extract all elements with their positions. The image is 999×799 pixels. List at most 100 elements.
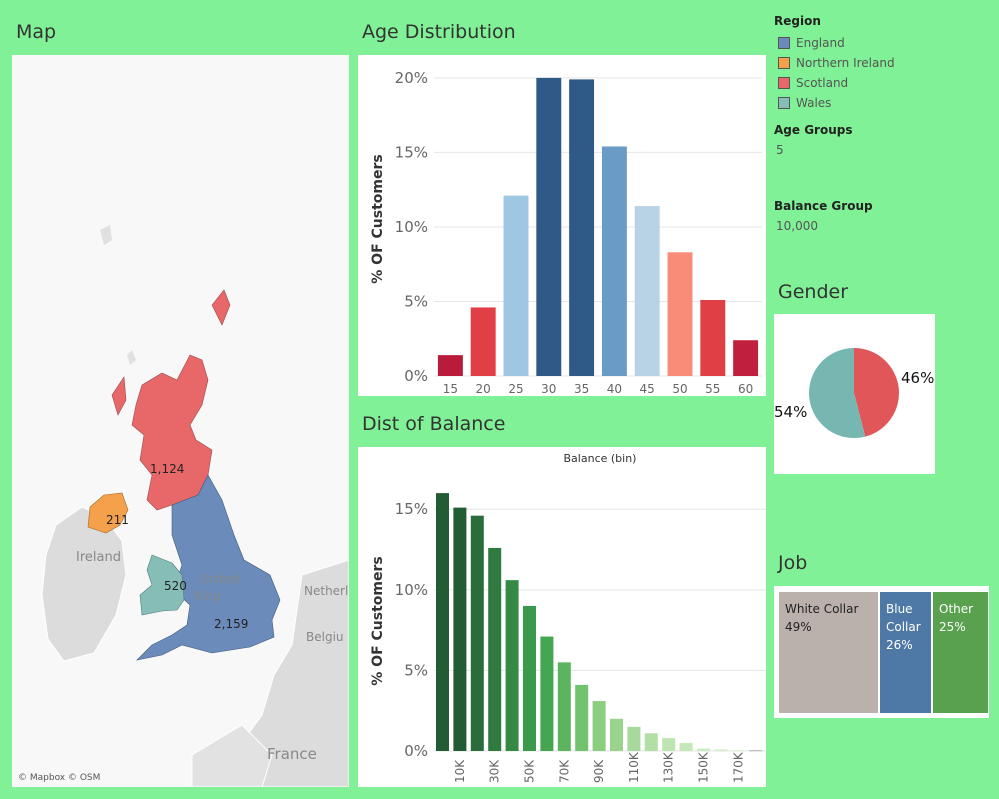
job-cell-percent: 25% (939, 620, 966, 634)
y-tick-label: 15% (395, 500, 428, 518)
job-cell-blue-collar[interactable]: Blue Collar 26% (880, 592, 931, 713)
job-cell-white-collar[interactable]: White Collar 49% (779, 592, 878, 713)
x-tick-label: 70K (557, 759, 571, 783)
age-groups-parameter[interactable]: Age Groups 5 (774, 123, 852, 157)
balance-bar-70K[interactable] (557, 662, 571, 751)
age-distribution-title: Age Distribution (362, 21, 516, 43)
x-tick-label: 35 (574, 382, 589, 396)
legend-item-wales[interactable]: Wales (774, 93, 994, 113)
balance-bar-40K[interactable] (505, 580, 519, 751)
y-tick-label: 15% (395, 143, 428, 161)
age-chart-panel[interactable]: 0% 5% 10% 15% 20% % OF Customers 15 20 25 30 35 40 4… (358, 55, 766, 396)
balance-bar-10K[interactable] (453, 507, 467, 751)
legend-item-northern-ireland[interactable]: Northern Ireland (774, 53, 994, 73)
age-groups-value[interactable]: 5 (776, 143, 784, 157)
x-tick-label: 25 (508, 382, 523, 396)
job-cell-percent: 49% (785, 620, 812, 634)
balance-distribution-chart[interactable]: Balance (bin) 0% 5% 10% 15% % OF Customers 10K… (358, 447, 766, 787)
balance-group-parameter[interactable]: Balance Group 10,000 (774, 199, 873, 233)
legend-item-scotland[interactable]: Scotland (774, 73, 994, 93)
x-tick-label: 30K (488, 759, 502, 783)
job-cell-percent: 26% (886, 638, 913, 652)
age-bar-15[interactable] (437, 355, 463, 376)
map-attribution: © Mapbox © OSM (18, 773, 100, 783)
age-bar-30[interactable] (536, 77, 562, 377)
x-tick-label: 170K (731, 751, 745, 783)
balance-bar-20K[interactable] (470, 515, 484, 751)
y-tick-label: 0% (404, 742, 428, 760)
x-tick-label: 60 (738, 382, 753, 396)
france-label: France (267, 745, 317, 763)
age-distribution-chart[interactable]: 0% 5% 10% 15% 20% % OF Customers 15 20 25 30 35 40 4… (358, 55, 766, 396)
balance-chart-panel[interactable]: Balance (bin) 0% 5% 10% 15% % OF Customers 10K… (358, 447, 766, 787)
x-tick-label: 15 (443, 382, 458, 396)
balance-bar-110K[interactable] (627, 726, 641, 751)
balance-bar-0[interactable] (436, 493, 449, 751)
legend-label: Wales (796, 96, 832, 110)
job-cell-label: Blue Collar (886, 602, 921, 634)
job-cell-label: Other (939, 602, 974, 616)
x-tick-label: 110K (627, 751, 641, 783)
job-title: Job (778, 552, 808, 574)
balance-bar-90K[interactable] (592, 701, 606, 751)
wales-count: 520 (164, 579, 187, 593)
scotland-count: 1,124 (150, 462, 184, 476)
england-region[interactable] (136, 474, 281, 661)
legend-label: Northern Ireland (796, 56, 895, 70)
balance-bar-100K[interactable] (610, 718, 623, 751)
pie-slice-0[interactable] (854, 348, 899, 437)
map-title: Map (16, 21, 57, 43)
balance-bar-160K[interactable] (714, 749, 728, 751)
balance-group-value[interactable]: 10,000 (776, 219, 818, 233)
y-tick-label: 10% (395, 581, 428, 599)
balance-bar-50K[interactable] (523, 605, 536, 751)
balance-group-label: Balance Group (774, 199, 873, 213)
united-kingdom-label-1: United (200, 572, 239, 586)
y-axis-label: % OF Customers (370, 556, 386, 685)
legend-swatch (778, 57, 790, 69)
x-tick-label: 50 (672, 382, 687, 396)
northern-ireland-region[interactable] (87, 492, 129, 534)
gender-pie-chart[interactable]: 46% 54% (774, 314, 935, 474)
x-tick-label: 55 (705, 382, 720, 396)
balance-bar-140K[interactable] (679, 742, 693, 751)
gender-panel[interactable]: 46% 54% (774, 314, 935, 474)
age-bar-50[interactable] (667, 252, 693, 376)
y-tick-label: 0% (404, 367, 428, 385)
age-bar-60[interactable] (733, 340, 759, 376)
balance-bar-130K[interactable] (662, 738, 676, 751)
balance-bar-30K[interactable] (488, 547, 502, 751)
balance-subtitle: Balance (bin) (564, 452, 637, 465)
balance-bar-80K[interactable] (575, 684, 589, 751)
map-panel[interactable]: 1,124 211 520 2,159 Ireland United King … (12, 55, 349, 787)
balance-bar-180K[interactable] (749, 750, 763, 752)
x-tick-label: 20 (476, 382, 491, 396)
age-bar-25[interactable] (503, 195, 529, 376)
y-tick-label: 10% (395, 218, 428, 236)
age-bar-45[interactable] (634, 206, 660, 376)
balance-bar-120K[interactable] (644, 733, 658, 751)
job-cell-label: White Collar (785, 602, 859, 616)
job-treemap[interactable]: White Collar 49% Blue Collar 26% Other 25% (774, 586, 989, 718)
x-tick-label: 50K (523, 759, 537, 783)
netherlands-label: Netherl (304, 584, 348, 598)
x-tick-label: 150K (697, 751, 711, 783)
age-bar-40[interactable] (601, 146, 627, 376)
pie-label-1: 54% (774, 403, 807, 421)
age-bar-35[interactable] (569, 79, 595, 377)
y-tick-label: 5% (404, 661, 428, 679)
balance-bar-150K[interactable] (697, 748, 710, 751)
age-bar-55[interactable] (700, 299, 726, 376)
map-canvas[interactable]: 1,124 211 520 2,159 Ireland United King … (12, 55, 349, 787)
age-bar-20[interactable] (470, 307, 496, 376)
balance-bar-170K[interactable] (731, 750, 745, 752)
legend-item-england[interactable]: England (774, 33, 994, 53)
legend-swatch (778, 77, 790, 89)
legend-title: Region (774, 14, 821, 28)
wales-region[interactable] (139, 554, 185, 616)
x-tick-label: 40 (607, 382, 622, 396)
gender-title: Gender (778, 281, 849, 303)
job-cell-other[interactable]: Other 25% (933, 592, 988, 713)
balance-bar-60K[interactable] (540, 636, 554, 751)
pie-slice-1[interactable] (809, 348, 866, 438)
